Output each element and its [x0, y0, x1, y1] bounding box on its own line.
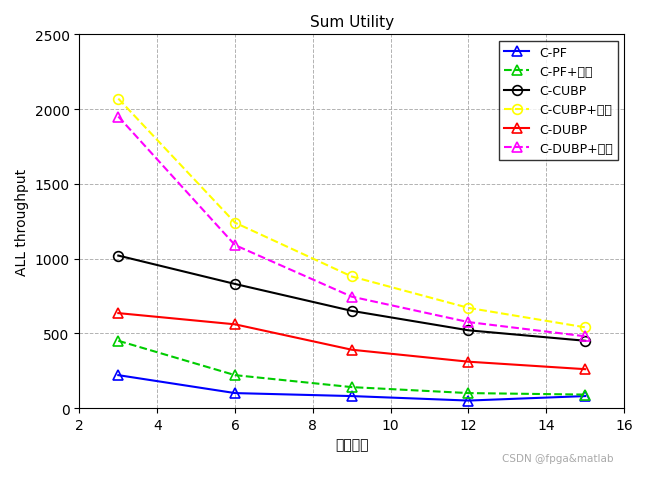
C-DUBP+注水 — [465, 320, 472, 325]
C-PF+注水 — [115, 338, 122, 344]
C-PF+注水 — [231, 372, 239, 378]
C-CUBP+注水 — [348, 274, 356, 280]
C-DUBP — [231, 322, 239, 327]
C-CUBP+注水 — [465, 305, 472, 311]
Line: C-CUBP: C-CUBP — [113, 251, 590, 346]
C-CUBP — [115, 253, 122, 259]
C-DUBP — [581, 366, 589, 372]
C-PF — [348, 393, 356, 399]
C-PF — [115, 372, 122, 378]
Text: CSDN @fpga&matlab: CSDN @fpga&matlab — [502, 453, 613, 463]
Line: C-CUBP+注水: C-CUBP+注水 — [113, 95, 590, 332]
C-PF — [231, 390, 239, 396]
C-CUBP — [465, 328, 472, 334]
C-DUBP — [115, 310, 122, 316]
Legend: C-PF, C-PF+注水, C-CUBP, C-CUBP+注水, C-DUBP, C-DUBP+注水: C-PF, C-PF+注水, C-CUBP, C-CUBP+注水, C-DUBP… — [499, 41, 618, 161]
C-PF+注水 — [348, 385, 356, 390]
X-axis label: 用户数量: 用户数量 — [335, 437, 369, 451]
C-DUBP+注水 — [581, 334, 589, 340]
C-DUBP+注水 — [115, 114, 122, 120]
C-DUBP — [348, 347, 356, 353]
Line: C-PF: C-PF — [113, 370, 590, 406]
C-CUBP+注水 — [231, 220, 239, 226]
C-CUBP+注水 — [581, 325, 589, 330]
C-DUBP+注水 — [348, 294, 356, 300]
Title: Sum Utility: Sum Utility — [310, 15, 394, 30]
C-DUBP+注水 — [231, 243, 239, 248]
C-DUBP — [465, 359, 472, 365]
C-CUBP — [581, 338, 589, 344]
C-CUBP — [231, 282, 239, 287]
C-CUBP — [348, 308, 356, 314]
Line: C-DUBP: C-DUBP — [113, 308, 590, 374]
Line: C-DUBP+注水: C-DUBP+注水 — [113, 112, 590, 342]
C-PF+注水 — [581, 392, 589, 398]
Y-axis label: ALL throughput: ALL throughput — [15, 168, 29, 275]
C-PF — [465, 398, 472, 404]
C-PF+注水 — [465, 390, 472, 396]
C-PF — [581, 393, 589, 399]
C-CUBP+注水 — [115, 97, 122, 102]
Line: C-PF+注水: C-PF+注水 — [113, 336, 590, 400]
